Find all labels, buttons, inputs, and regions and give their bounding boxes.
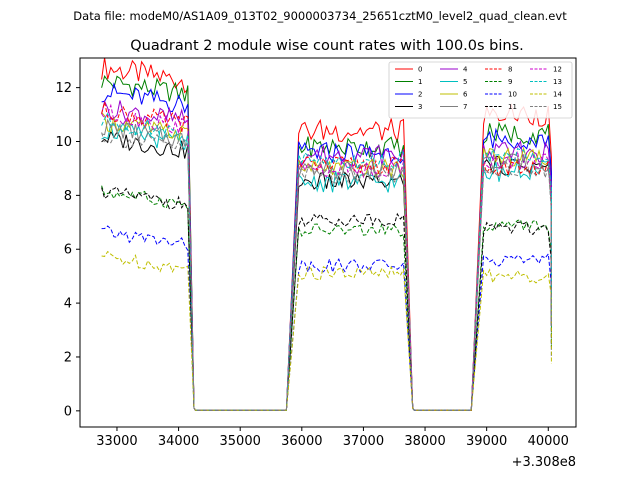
x-tick-label: 34000	[158, 434, 199, 449]
y-tick-label: 10	[55, 135, 72, 150]
legend-label-14: 14	[553, 91, 562, 99]
series-line-11	[101, 186, 552, 411]
series-line-4	[101, 99, 552, 411]
legend-label-6: 6	[463, 91, 468, 99]
legend-label-3: 3	[418, 103, 422, 111]
legend-label-8: 8	[508, 66, 512, 74]
legend-label-12: 12	[553, 66, 562, 74]
series-line-2	[101, 82, 552, 411]
legend-frame	[388, 61, 573, 119]
y-tick-label: 12	[55, 81, 72, 96]
legend-label-0: 0	[418, 66, 422, 74]
y-tick-label: 0	[64, 404, 72, 419]
y-axis: 0 2 4 6 8 10 12	[55, 81, 80, 419]
series-line-1	[101, 75, 552, 411]
legend-label-5: 5	[463, 78, 467, 86]
series-group	[101, 57, 552, 411]
legend-label-13: 13	[553, 78, 562, 86]
legend-label-11: 11	[508, 103, 517, 111]
x-axis: 33000 34000 35000 36000 37000 38000 39000 40000	[96, 427, 569, 449]
series-line-12	[101, 103, 552, 411]
series-line-5	[101, 122, 552, 411]
legend-label-4: 4	[463, 66, 468, 74]
series-line-9	[101, 185, 552, 411]
chart-title: Quadrant 2 module wise count rates with …	[130, 38, 524, 54]
series-line-8	[101, 101, 552, 411]
x-tick-label: 38000	[404, 434, 445, 449]
suptitle: Data file: modeM0/AS1A09_013T02_90000037…	[73, 9, 567, 23]
series-line-13	[101, 112, 552, 411]
y-tick-label: 4	[64, 297, 72, 312]
series-line-15	[101, 131, 552, 411]
legend-label-1: 1	[418, 78, 422, 86]
axes-frame	[79, 57, 577, 428]
legend-label-9: 9	[508, 78, 512, 86]
series-line-10	[101, 225, 552, 411]
legend-label-10: 10	[508, 91, 517, 99]
y-tick-label: 2	[64, 350, 72, 365]
x-tick-label: 33000	[96, 434, 137, 449]
y-tick-label: 8	[64, 189, 72, 204]
y-tick-label: 6	[64, 243, 72, 258]
legend-label-15: 15	[553, 103, 562, 111]
legend-label-2: 2	[418, 91, 422, 99]
x-tick-label: 35000	[220, 434, 261, 449]
x-tick-label: 36000	[281, 434, 322, 449]
series-line-14	[101, 250, 552, 411]
x-tick-label: 37000	[343, 434, 384, 449]
x-offset-label: +3.308e8	[512, 455, 576, 470]
legend-label-7: 7	[463, 103, 467, 111]
plot-area	[79, 57, 577, 428]
x-tick-label: 39000	[466, 434, 507, 449]
x-tick-label: 40000	[528, 434, 569, 449]
axes-background	[80, 58, 576, 427]
